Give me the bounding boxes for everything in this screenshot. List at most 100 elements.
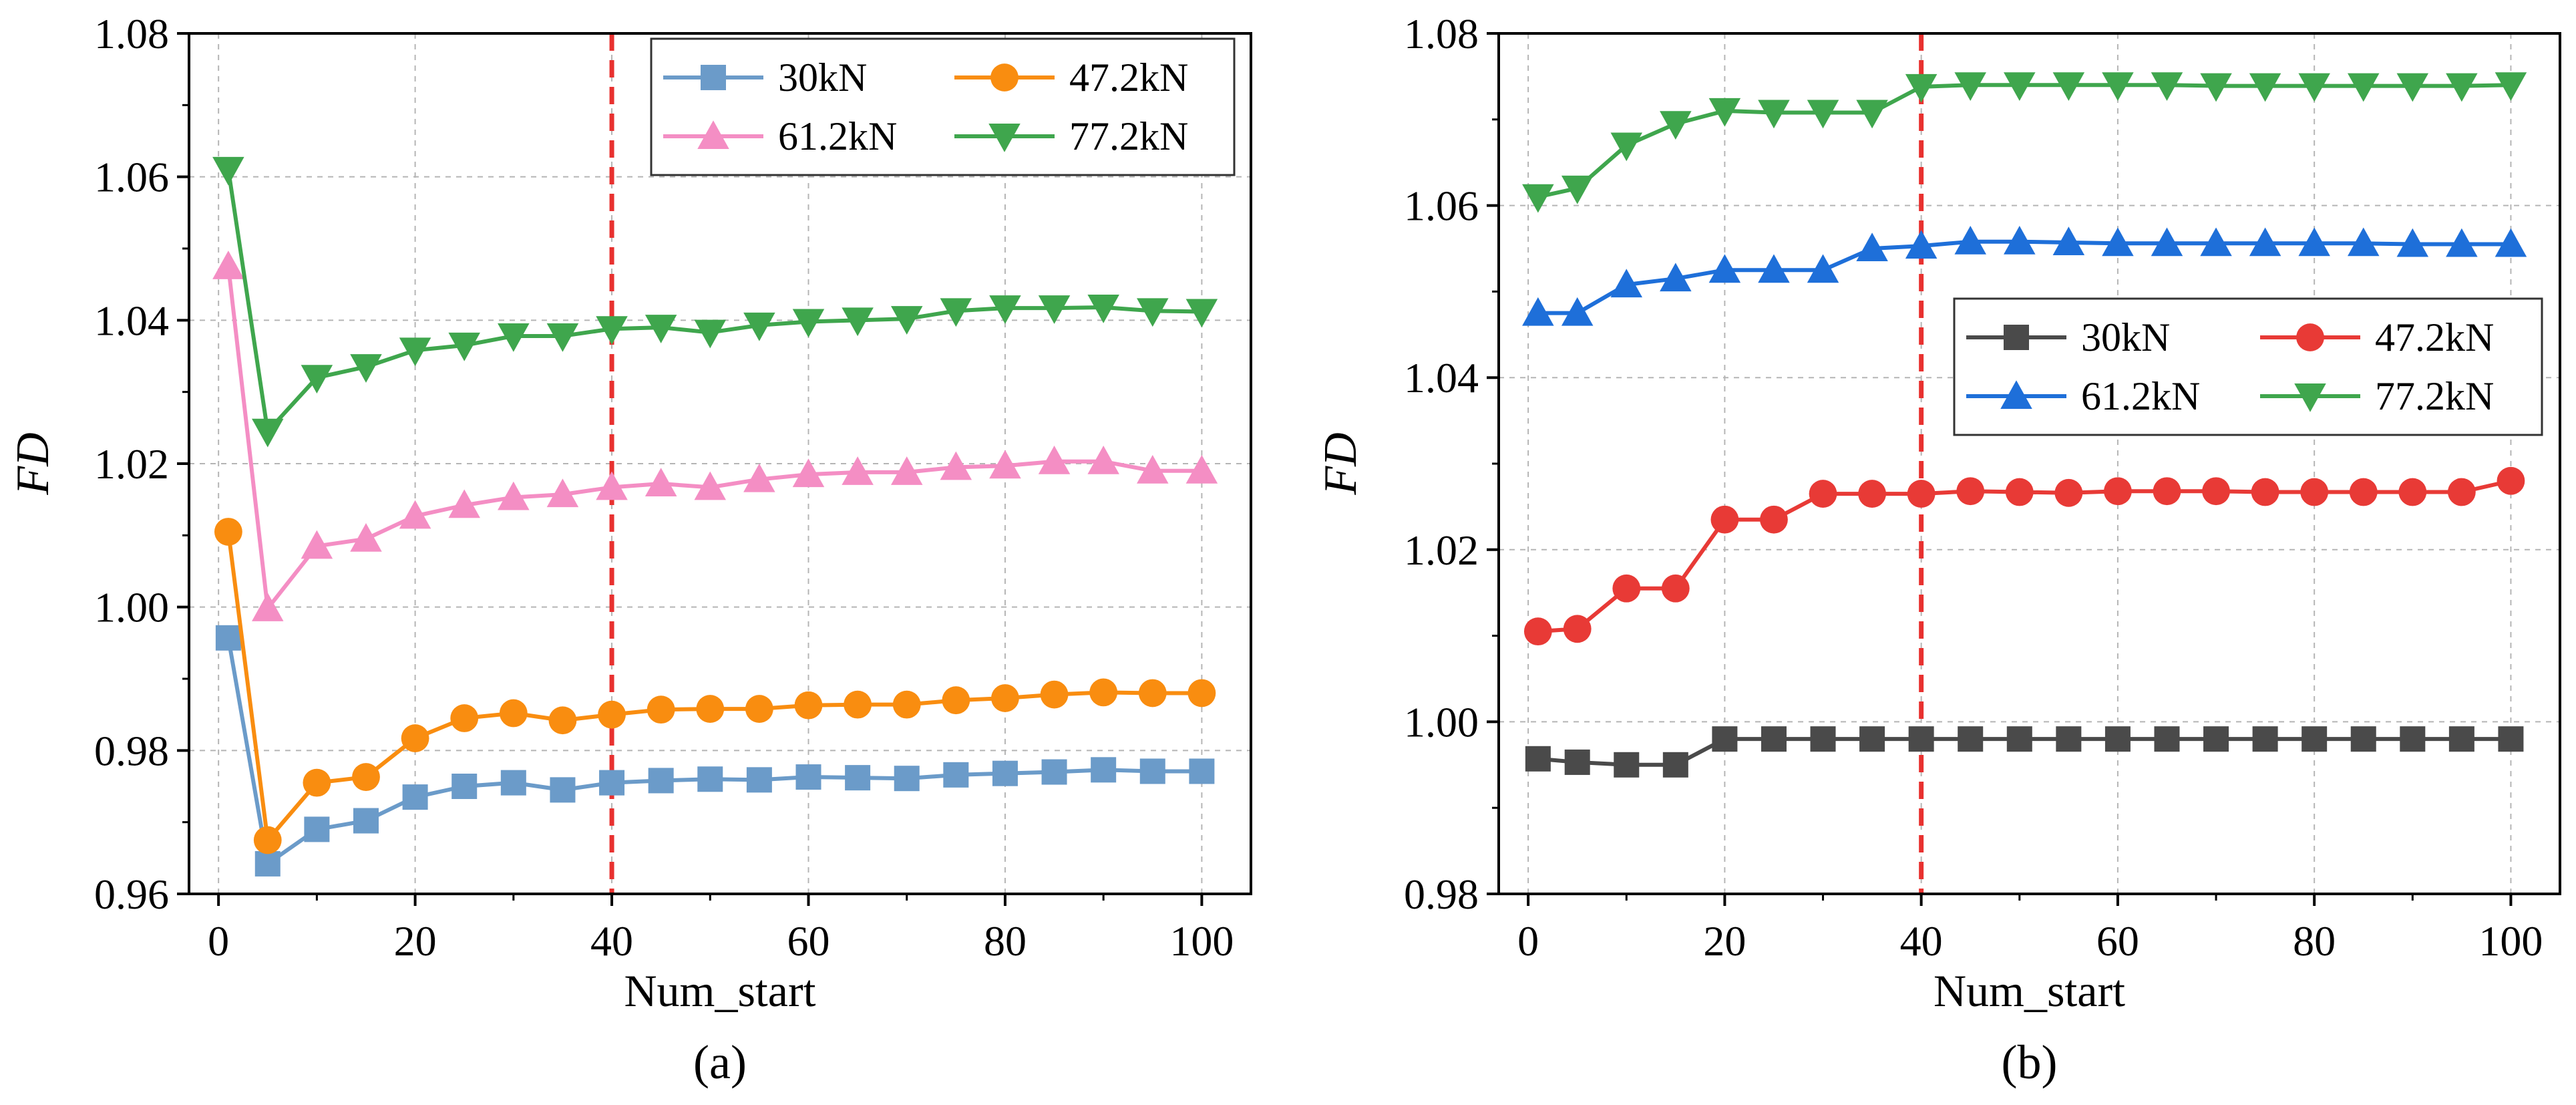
panel-a-point-77.2kN-3 [350, 354, 382, 383]
panel-a-xtick-label-0: 0 [208, 917, 229, 965]
panel-b-point-30kN-5 [1761, 726, 1787, 752]
panel-b-point-77.2kN-20 [2495, 72, 2527, 102]
panel-a-point-30kN-9 [648, 768, 674, 794]
panel-b-point-47.2kN-20 [2497, 466, 2525, 495]
panel-b-xtick-label-4: 80 [2293, 917, 2336, 965]
panel-b-xtick-label-5: 100 [2478, 917, 2543, 965]
panel-b-point-30kN-7 [1859, 726, 1885, 752]
panel-b-point-47.2kN-6 [1809, 480, 1837, 508]
panel-b-point-61.2kN-13 [2151, 227, 2183, 257]
panel-a-point-77.2kN-1 [252, 418, 284, 448]
panel-a-legend-label-61.2kN: 61.2kN [778, 114, 897, 158]
panel-a-point-30kN-1 [254, 850, 281, 877]
panel-a-series-47.2kN [214, 518, 1216, 854]
panel-b-legend-entry-30kN: 30kN [1966, 315, 2170, 359]
panel-b-legend-label-61.2kN: 61.2kN [2081, 374, 2200, 418]
panel-b-point-30kN-20 [2498, 726, 2524, 752]
panel-b-point-77.2kN-12 [2102, 72, 2134, 102]
panel-b-point-61.2kN-12 [2102, 227, 2134, 257]
panel-a-point-61.2kN-3 [350, 522, 382, 552]
panel-b-point-47.2kN-7 [1858, 480, 1886, 508]
panel-b-point-61.2kN-0 [1522, 297, 1554, 326]
panel-b-point-77.2kN-11 [2052, 72, 2085, 102]
panel-a-point-30kN-5 [451, 774, 478, 799]
panel-a-legend-label-77.2kN: 77.2kN [1069, 114, 1188, 158]
panel-a-point-77.2kN-19 [1137, 298, 1169, 327]
panel-a-caption: (a) [693, 1036, 747, 1089]
panel-a-point-30kN-6 [500, 770, 526, 796]
panel-b-point-30kN-16 [2302, 726, 2328, 752]
panel-a-legend-label-47.2kN: 47.2kN [1069, 55, 1188, 100]
panel-a-point-30kN-15 [943, 762, 969, 788]
panel-b-point-47.2kN-15 [2251, 478, 2279, 506]
panel-b-legend-marker-77.2kN [2294, 383, 2326, 412]
panel-b-point-77.2kN-7 [1856, 100, 1888, 129]
panel-a-point-77.2kN-13 [842, 307, 874, 337]
panel-a-point-30kN-8 [599, 770, 625, 796]
panel-a-point-30kN-0 [215, 625, 241, 651]
panel-b-point-77.2kN-8 [1905, 73, 1938, 103]
panel-a-ticks: 0 20 40 60 80 100 0.96 0.98 1.00 1.02 1.04 1.06 1.08 [94, 10, 1234, 965]
panel-b-point-30kN-19 [2448, 726, 2474, 752]
panel-a-point-47.2kN-16 [991, 684, 1019, 712]
panel-b-point-61.2kN-2 [1610, 269, 1643, 298]
panel-a-ytick-label-2: 1.00 [94, 584, 169, 631]
panel-a-point-77.2kN-17 [1038, 295, 1071, 324]
panel-a-point-47.2kN-10 [696, 695, 725, 723]
panel-b-point-77.2kN-10 [2004, 72, 2036, 102]
panel-a-point-61.2kN-5 [448, 489, 480, 518]
panel-b-point-30kN-11 [2056, 726, 2082, 752]
panel-a-point-47.2kN-1 [253, 826, 282, 854]
panel-b-legend-box [1953, 297, 2543, 436]
panel-a-x-axis-title: Num_start [624, 965, 815, 1016]
panel-b-legend-marker-47.2kN [2296, 323, 2324, 351]
panel-b-legend-label-77.2kN: 77.2kN [2375, 374, 2494, 418]
panel-b-point-61.2kN-16 [2298, 227, 2330, 257]
panel-b-legend-marker-61.2kN [2000, 380, 2032, 409]
panel-b-legend-entry-61.2kN: 61.2kN [1966, 374, 2200, 418]
panel-a-point-61.2kN-18 [1087, 446, 1119, 474]
panel-b-series-30kN [1525, 726, 2524, 778]
panel-a-point-47.2kN-14 [892, 690, 921, 719]
panel-a-point-77.2kN-11 [743, 312, 775, 341]
panel-b-point-30kN-17 [2350, 726, 2376, 752]
panel-b-ticks: 0 20 40 60 80 100 0.98 1.00 1.02 1.04 1.06 1.08 [1404, 10, 2543, 965]
panel-a-series-77.2kN [212, 156, 1218, 448]
panel-a-point-30kN-7 [550, 777, 576, 803]
panel-a-point-77.2kN-4 [399, 337, 431, 367]
panel-a-legend-entry-47.2kN: 47.2kN [954, 55, 1188, 100]
panel-a-point-47.2kN-2 [303, 768, 331, 797]
panel-a-point-47.2kN-11 [745, 695, 773, 723]
panel-a-point-30kN-18 [1091, 757, 1117, 783]
panel-b-xtick-label-3: 60 [2096, 917, 2139, 965]
panel-b-point-47.2kN-13 [2153, 477, 2181, 506]
panel-b-point-77.2kN-17 [2347, 73, 2380, 102]
panel-b-point-47.2kN-17 [2349, 478, 2378, 506]
panel-b-legend-entry-47.2kN: 47.2kN [2260, 315, 2494, 359]
panel-a-point-30kN-3 [353, 808, 379, 834]
panel-b-point-77.2kN-1 [1561, 175, 1594, 204]
panel-b-x-axis-title: Num_start [1934, 965, 2125, 1016]
panel-b-point-47.2kN-1 [1563, 615, 1592, 643]
panel-a-point-47.2kN-8 [598, 700, 626, 729]
panel-b-point-61.2kN-4 [1708, 254, 1741, 283]
panel-a-legend-entry-77.2kN: 77.2kN [954, 114, 1188, 158]
panel-b-point-77.2kN-9 [1954, 72, 1986, 102]
panel-b-point-61.2kN-5 [1758, 254, 1790, 283]
panel-a-point-47.2kN-7 [548, 706, 577, 735]
panel-a-point-47.2kN-20 [1187, 679, 1216, 707]
panel-b-point-77.2kN-3 [1660, 111, 1692, 140]
panel-b-point-77.2kN-13 [2151, 72, 2183, 102]
panel-a-point-30kN-11 [746, 767, 772, 793]
panel-b-point-61.2kN-11 [2052, 226, 2085, 255]
panel-b-legend-marker-30kN [2004, 325, 2029, 350]
panel-a-point-47.2kN-6 [499, 699, 528, 728]
panel-a-point-30kN-19 [1139, 758, 1165, 784]
panel-b-legend-entry-77.2kN: 77.2kN [2260, 374, 2494, 418]
panel-b-point-61.2kN-18 [2396, 228, 2429, 257]
panel-a-point-47.2kN-13 [844, 690, 872, 719]
panel-b-point-47.2kN-3 [1661, 574, 1690, 603]
panel-a-point-30kN-14 [894, 766, 920, 792]
panel-b-point-61.2kN-3 [1660, 263, 1692, 292]
